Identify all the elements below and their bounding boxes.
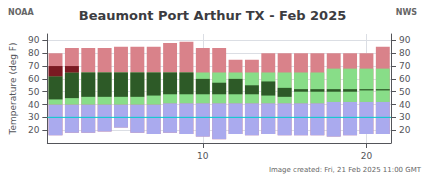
svg-text:20: 20: [399, 125, 411, 135]
svg-text:Image created: Fri, 21 Feb 202: Image created: Fri, 21 Feb 2025 11:00 GM…: [269, 166, 422, 174]
svg-text:90: 90: [28, 35, 40, 45]
svg-text:40: 40: [399, 100, 411, 110]
svg-text:20: 20: [361, 151, 373, 161]
svg-text:70: 70: [399, 61, 411, 71]
svg-text:30: 30: [28, 112, 40, 122]
svg-text:40: 40: [28, 100, 40, 110]
svg-text:80: 80: [399, 48, 411, 58]
svg-text:60: 60: [399, 74, 411, 84]
svg-text:30: 30: [399, 112, 411, 122]
svg-text:10: 10: [197, 151, 209, 161]
svg-text:Beaumont Port Arthur TX - Feb: Beaumont Port Arthur TX - Feb 2025: [79, 8, 347, 23]
svg-text:NOAA: NOAA: [8, 8, 34, 17]
svg-text:50: 50: [28, 87, 40, 97]
svg-text:Temperature (deg F): Temperature (deg F): [8, 43, 18, 136]
svg-text:50: 50: [399, 87, 411, 97]
svg-text:70: 70: [28, 61, 40, 71]
svg-text:60: 60: [28, 74, 40, 84]
svg-text:90: 90: [399, 35, 411, 45]
svg-text:NWS: NWS: [396, 8, 418, 17]
svg-text:20: 20: [28, 125, 40, 135]
svg-text:80: 80: [28, 48, 40, 58]
